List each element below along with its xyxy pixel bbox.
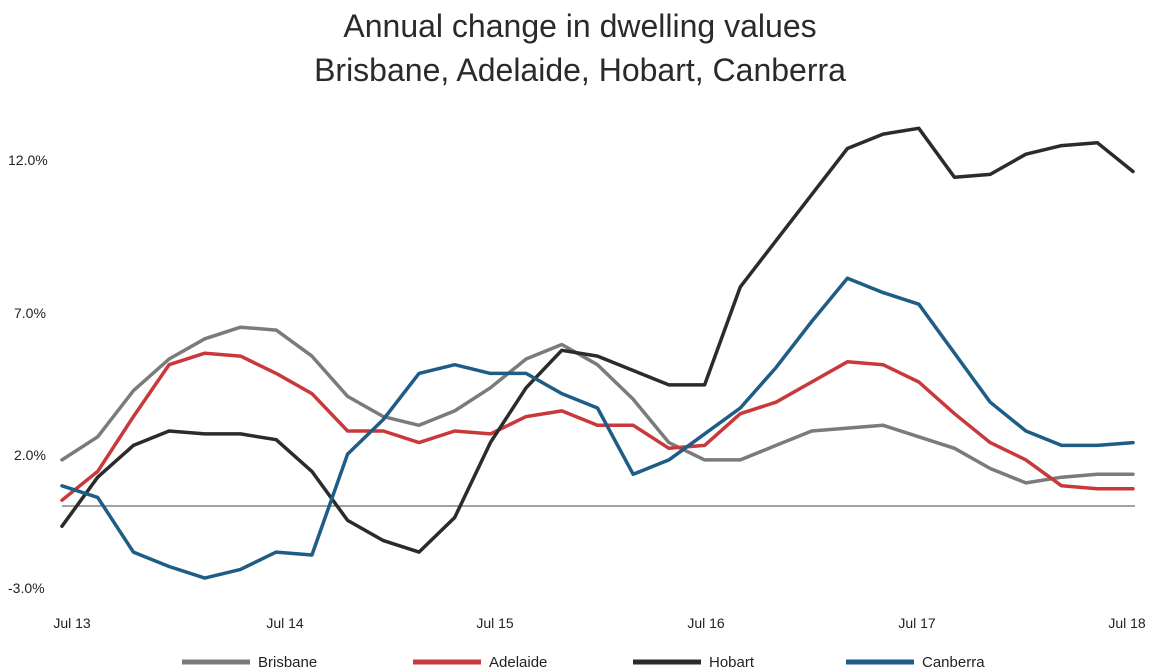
y-tick-label: 12.0% <box>8 152 48 168</box>
x-tick-label: Jul 15 <box>476 615 514 631</box>
x-tick-label: Jul 13 <box>53 615 91 631</box>
legend-label-brisbane: Brisbane <box>258 654 317 671</box>
legend-label-hobart: Hobart <box>709 654 755 671</box>
chart-title-line-2: Brisbane, Adelaide, Hobart, Canberra <box>314 52 846 88</box>
axis-layer: 12.0% 7.0% 2.0% -3.0% Jul 13 Jul 14 Jul … <box>8 152 1146 631</box>
legend-item-canberra: Canberra <box>846 654 985 671</box>
legend-item-adelaide: Adelaide <box>413 654 547 671</box>
x-tick-label: Jul 18 <box>1108 615 1146 631</box>
chart-title: Annual change in dwelling values Brisban… <box>0 4 1160 92</box>
y-tick-label: 2.0% <box>14 447 46 463</box>
legend-label-adelaide: Adelaide <box>489 654 547 671</box>
legend-label-canberra: Canberra <box>922 654 985 671</box>
y-tick-label: 7.0% <box>14 305 46 321</box>
series-line-brisbane <box>60 325 1135 485</box>
series-line-hobart <box>60 126 1135 554</box>
legend-item-brisbane: Brisbane <box>182 654 317 671</box>
legend: Brisbane Adelaide Hobart Canberra <box>182 654 985 671</box>
x-tick-label: Jul 16 <box>687 615 725 631</box>
x-tick-label: Jul 14 <box>266 615 304 631</box>
series-line-adelaide <box>60 351 1135 502</box>
y-tick-label: -3.0% <box>8 580 45 596</box>
legend-item-hobart: Hobart <box>633 654 755 671</box>
series-layer <box>60 126 1135 580</box>
series-line-canberra <box>60 276 1135 580</box>
x-tick-label: Jul 17 <box>898 615 936 631</box>
chart-title-line-1: Annual change in dwelling values <box>343 8 817 44</box>
